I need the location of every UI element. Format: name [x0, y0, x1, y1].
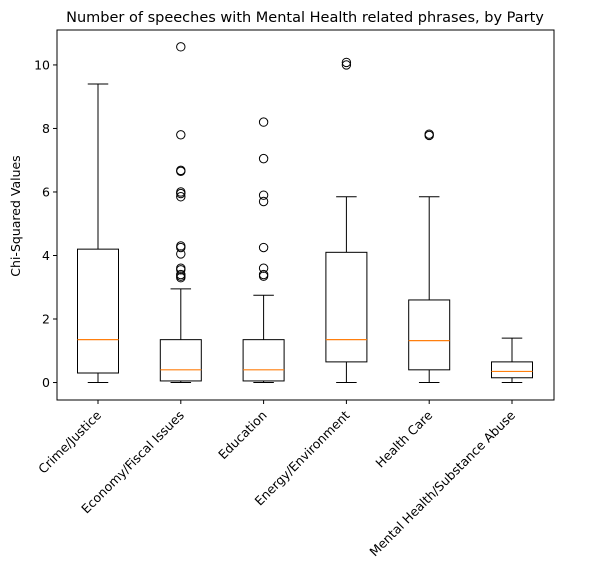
outlier-point	[176, 263, 186, 273]
box	[491, 361, 533, 379]
outlier-point	[424, 129, 434, 139]
box	[159, 339, 202, 382]
outlier-point	[341, 60, 352, 70]
outlier-point	[258, 190, 269, 200]
outlier-point	[176, 165, 186, 176]
outlier-point	[258, 196, 269, 207]
x-tick-label: Health Care	[372, 407, 435, 470]
x-tick-label: Energy/Environment	[252, 407, 353, 508]
y-tick-label: 10	[34, 57, 50, 72]
outlier-point	[258, 153, 269, 164]
x-tick-label: Crime/Justice	[35, 407, 104, 476]
y-tick-label: 4	[42, 248, 50, 263]
outlier-point	[176, 187, 186, 197]
outlier-point	[341, 57, 352, 68]
x-tick-label: Education	[215, 408, 270, 463]
box	[77, 248, 119, 374]
box	[325, 251, 368, 363]
x-tick-label: Mental Health/Substance Abuse	[366, 407, 518, 559]
box	[242, 339, 285, 382]
chart-title: Number of speeches with Mental Health re…	[66, 10, 544, 26]
outlier-point	[176, 192, 186, 202]
outlier-point	[176, 241, 186, 251]
outlier-point	[258, 263, 269, 273]
outlier-point	[258, 242, 269, 253]
y-tick-label: 6	[42, 184, 50, 199]
outlier-point	[176, 269, 186, 280]
outlier-point	[258, 117, 269, 127]
y-tick-label: 8	[42, 121, 50, 136]
box-series	[77, 42, 533, 384]
outlier-point	[258, 269, 269, 280]
y-tick-label: 2	[42, 312, 50, 327]
outlier-point	[176, 42, 186, 52]
plot-frame	[56, 29, 555, 401]
outlier-point	[176, 130, 186, 140]
box	[408, 299, 451, 371]
y-tick-label: 0	[42, 375, 50, 390]
y-axis-label: Chi-Squared Values	[8, 155, 23, 276]
y-axis-ticks: 0 2 4 6 8 10	[34, 57, 57, 390]
